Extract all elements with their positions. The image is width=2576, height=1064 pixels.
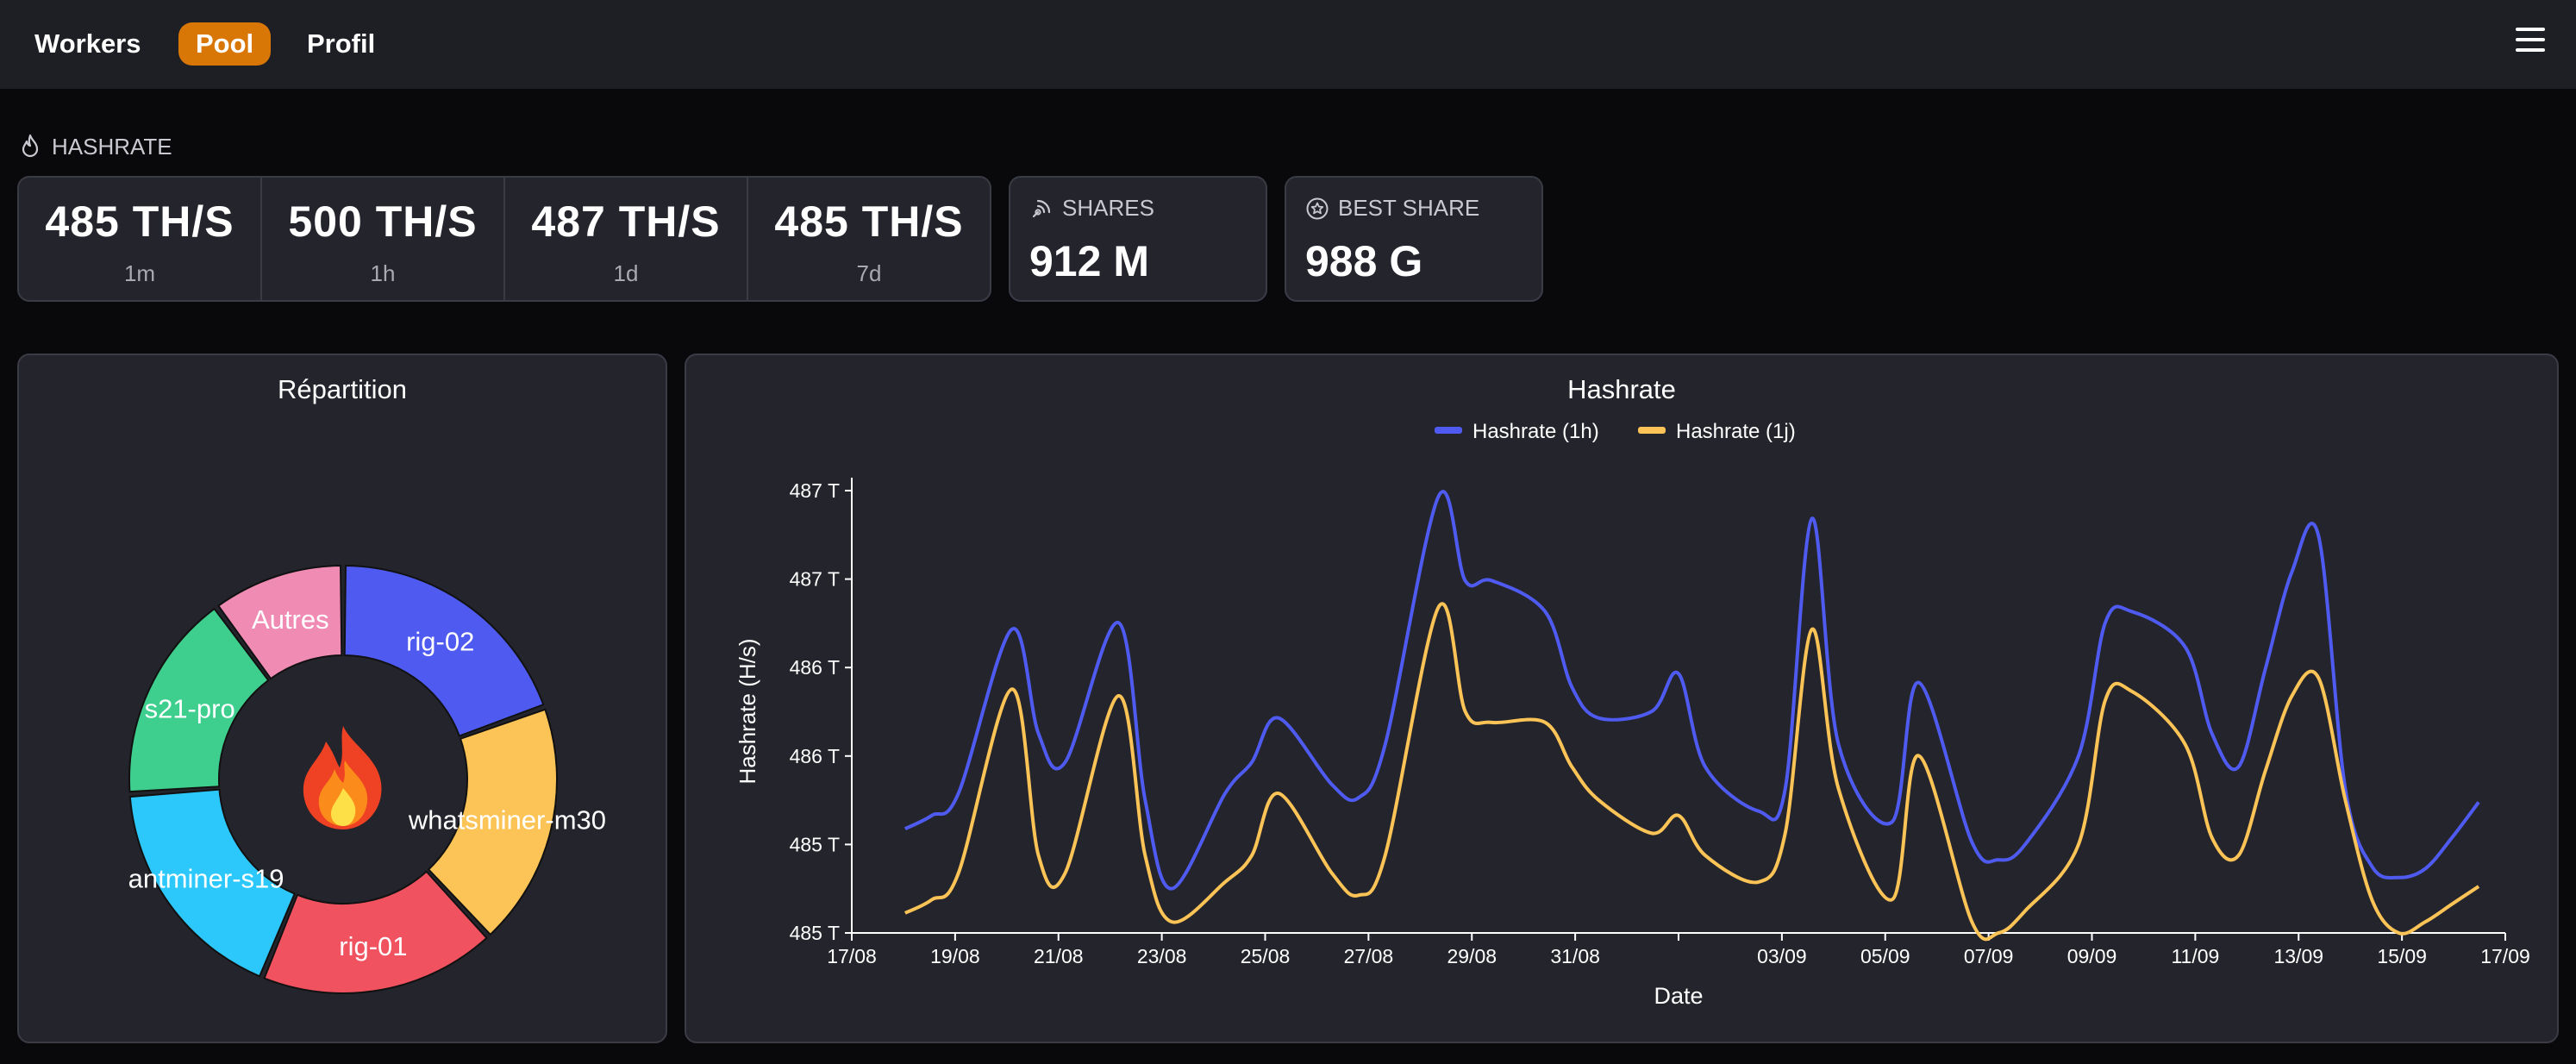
pie-slice-label: whatsminer-m30: [408, 804, 606, 835]
nav-pool[interactable]: Pool: [178, 22, 272, 66]
x-tick-label: 15/09: [2377, 945, 2427, 967]
series-line-1j[interactable]: [903, 602, 2480, 942]
x-tick-label: 13/09: [2273, 945, 2323, 967]
x-tick-label: 25/08: [1241, 945, 1291, 967]
x-tick-label: 27/08: [1344, 945, 1394, 967]
pie-slice-rig-02[interactable]: [343, 565, 545, 737]
x-tick-label: 03/09: [1757, 945, 1807, 967]
x-tick-label: 19/08: [930, 945, 980, 967]
x-axis-title: Date: [1654, 983, 1703, 1009]
pie-slice-label: Autres: [252, 604, 329, 635]
hashrate-period: 1h: [370, 260, 396, 286]
repartition-title: Répartition: [278, 374, 407, 404]
shares-card: SHARES 912 M: [1009, 176, 1267, 302]
pie-slice-s21-pro[interactable]: [128, 607, 270, 793]
top-navbar: Workers Pool Profil: [0, 0, 2576, 89]
y-tick-label: 487 T: [790, 479, 840, 502]
hashrate-cell-1d: 487 TH/S 1d: [505, 178, 748, 300]
hashrate-period: 7d: [856, 260, 882, 286]
pie-slice-rig-01[interactable]: [263, 870, 488, 994]
best-share-label: BEST SHARE: [1338, 195, 1480, 221]
pie-slice-whatsminer-m30[interactable]: [427, 708, 558, 936]
fire-emoji-icon: [303, 726, 382, 829]
legend-swatch: [1435, 427, 1462, 434]
shares-header: SHARES: [1029, 195, 1154, 222]
x-tick-label: 21/08: [1034, 945, 1084, 967]
hamburger-menu-icon[interactable]: [2516, 28, 2545, 53]
best-share-header: BEST SHARE: [1305, 195, 1479, 222]
hashrate-label: HASHRATE: [52, 133, 172, 160]
x-tick-label: 09/09: [2067, 945, 2117, 967]
hashrate-value: 485 TH/S: [774, 197, 964, 246]
chart-legend: Hashrate (1h) Hashrate (1j): [1435, 420, 1796, 443]
hashrate-card: 485 TH/S 1m 500 TH/S 1h 487 TH/S 1d 485 …: [17, 176, 991, 302]
y-tick-label: 487 T: [790, 568, 840, 591]
broadcast-icon: [1032, 199, 1051, 217]
hashrate-value: 485 TH/S: [45, 197, 234, 246]
y-tick-label: 486 T: [790, 745, 840, 767]
shares-label: SHARES: [1062, 195, 1154, 221]
hashrate-chart-panel: Hashrate Hashrate (1h) Hashrate (1j) 485 T…: [685, 354, 2559, 1043]
hashrate-chart-title: Hashrate: [1567, 374, 1676, 404]
x-tick-label: 31/08: [1550, 945, 1600, 967]
hashrate-value: 487 TH/S: [531, 197, 721, 246]
x-tick-label: 07/09: [1964, 945, 2014, 967]
legend-swatch: [1638, 427, 1666, 434]
hashrate-cell-1h: 500 TH/S 1h: [262, 178, 505, 300]
series-line-1h[interactable]: [903, 490, 2480, 891]
x-tick-label: 23/08: [1137, 945, 1187, 967]
x-tick-label: 11/09: [2171, 945, 2219, 967]
repartition-donut-chart: rig-02 whatsminer-m30 rig-01 antminer-s19 s2…: [128, 565, 606, 994]
x-tick-label: 17/09: [2480, 945, 2530, 967]
x-tick-label: 17/08: [827, 945, 877, 967]
best-share-card: BEST SHARE 988 G: [1285, 176, 1543, 302]
hashrate-period: 1m: [123, 260, 156, 286]
x-tick-label: 29/08: [1447, 945, 1497, 967]
hashrate-section-label: HASHRATE: [19, 131, 172, 162]
legend-label[interactable]: Hashrate (1j): [1676, 420, 1796, 443]
hashrate-cell-7d: 485 TH/S 7d: [748, 178, 990, 300]
pie-slice-label: rig-01: [339, 931, 407, 961]
pie-slice-label: rig-02: [406, 627, 474, 657]
hashrate-period: 1d: [613, 260, 639, 286]
shares-value: 912 M: [1029, 237, 1149, 285]
y-tick-label: 485 T: [790, 833, 840, 855]
pie-slice-label: s21-pro: [145, 694, 235, 724]
y-axis-title: Hashrate (H/s): [735, 638, 760, 784]
flame-icon: [22, 134, 39, 158]
best-share-value: 988 G: [1305, 237, 1423, 285]
star-badge-icon: [1306, 197, 1329, 219]
pie-slice-Autres[interactable]: [216, 565, 343, 680]
x-tick-label: 05/09: [1860, 945, 1910, 967]
nav-profil[interactable]: Profil: [307, 28, 376, 59]
pie-slice-label: antminer-s19: [128, 864, 284, 894]
legend-label[interactable]: Hashrate (1h): [1472, 420, 1599, 443]
nav-workers[interactable]: Workers: [34, 28, 141, 59]
y-tick-label: 485 T: [790, 922, 840, 944]
repartition-panel: Répartition rig-02 whatsminer-m30 rig-01 an…: [17, 354, 667, 1043]
pie-slice-antminer-s19[interactable]: [128, 788, 297, 978]
hashrate-line-chart: Hashrate (1h) Hashrate (1j) 485 T 485 T 486 …: [735, 420, 2530, 1009]
hashrate-cell-1m: 485 TH/S 1m: [19, 178, 262, 300]
hashrate-value: 500 TH/S: [288, 197, 478, 246]
y-tick-label: 486 T: [790, 656, 840, 679]
